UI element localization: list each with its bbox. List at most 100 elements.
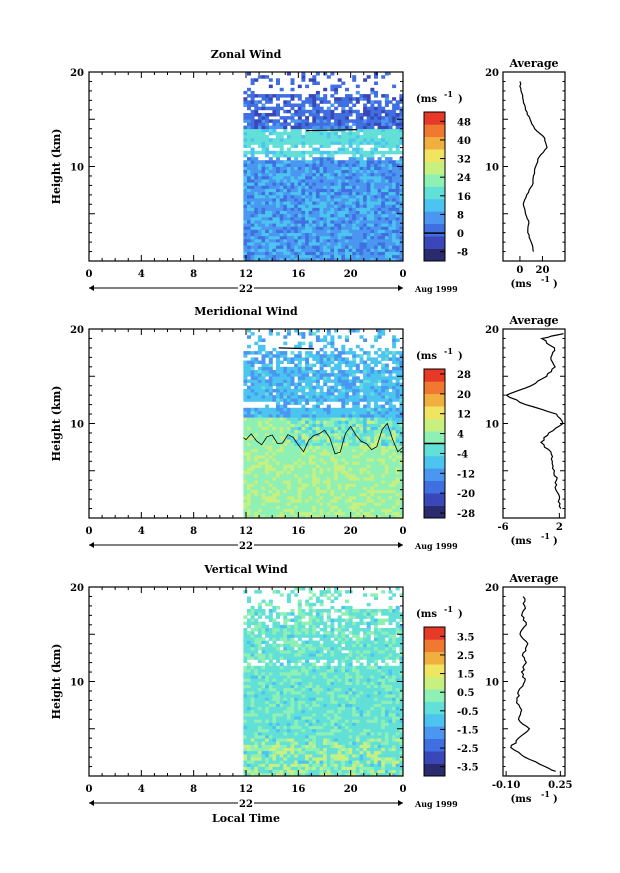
heatmap-cell xyxy=(352,153,357,158)
heatmap-cell xyxy=(377,216,382,221)
heatmap-cell xyxy=(254,442,259,446)
heatmap-cell xyxy=(399,410,404,415)
heatmap-cell xyxy=(283,216,288,221)
heatmap-cell xyxy=(399,157,404,161)
heatmap-cell xyxy=(359,169,364,174)
heatmap-cell xyxy=(370,505,375,509)
profile-x-tick-label: 2 xyxy=(556,522,563,533)
heatmap-cell xyxy=(374,138,378,142)
heatmap-cell xyxy=(243,410,248,415)
heatmap-cell xyxy=(243,398,248,402)
heatmap-cell xyxy=(290,423,295,427)
heatmap-cell xyxy=(363,445,368,450)
heatmap-cell xyxy=(330,477,335,481)
heatmap-cell xyxy=(294,232,299,237)
heatmap-cell xyxy=(308,439,313,443)
heatmap-cell xyxy=(334,166,339,170)
heatmap-cell xyxy=(301,75,306,79)
heatmap-cell xyxy=(272,153,277,158)
heatmap-cell xyxy=(286,332,291,336)
heatmap-cell xyxy=(388,182,393,186)
heatmap-cell xyxy=(334,464,339,468)
heatmap-cell xyxy=(315,772,320,777)
heatmap-cell xyxy=(323,257,328,262)
heatmap-cell xyxy=(290,455,295,459)
heatmap-cell xyxy=(395,150,400,155)
heatmap-cell xyxy=(247,87,251,92)
heatmap-cell xyxy=(392,354,397,358)
heatmap-cell xyxy=(312,97,317,101)
heatmap-cell xyxy=(305,248,310,252)
heatmap-cell xyxy=(247,220,251,224)
heatmap-cell xyxy=(283,160,288,164)
heatmap-cell xyxy=(388,763,393,767)
heatmap-cell xyxy=(334,163,339,167)
heatmap-cell xyxy=(381,160,386,164)
heatmap-cell xyxy=(345,238,349,243)
heatmap-cell xyxy=(399,492,404,497)
heatmap-cell xyxy=(384,458,389,462)
heatmap-cell xyxy=(315,232,320,237)
heatmap-cell xyxy=(355,385,360,390)
heatmap-cell xyxy=(254,420,259,424)
heatmap-cell xyxy=(268,251,273,256)
heatmap-cell xyxy=(297,223,302,227)
heatmap-cell xyxy=(330,232,335,237)
heatmap-cell xyxy=(294,766,299,770)
heatmap-cell xyxy=(283,341,288,346)
heatmap-cell xyxy=(359,204,364,208)
heatmap-cell xyxy=(381,166,386,170)
heatmap-cell xyxy=(272,223,277,227)
heatmap-cell xyxy=(370,201,375,205)
heatmap-cell xyxy=(279,254,284,259)
heatmap-cell xyxy=(388,470,393,475)
heatmap-cell xyxy=(345,763,349,767)
heatmap-cell xyxy=(315,404,320,409)
heatmap-cell xyxy=(257,128,262,133)
heatmap-cell xyxy=(290,483,295,487)
heatmap-cell xyxy=(247,251,251,256)
heatmap-cell xyxy=(330,455,335,459)
heatmap-cell xyxy=(330,341,335,346)
heatmap-cell xyxy=(283,245,288,249)
heatmap-cell xyxy=(366,198,371,202)
heatmap-cell xyxy=(261,769,266,774)
heatmap-cell xyxy=(388,404,393,409)
heatmap-cell xyxy=(392,766,397,770)
heatmap-cell xyxy=(297,429,302,434)
heatmap-cell xyxy=(326,109,331,114)
heatmap-cell xyxy=(352,486,357,490)
heatmap-cell xyxy=(395,420,400,424)
heatmap-cell xyxy=(297,172,302,177)
x-tick-label: 0 xyxy=(86,269,93,280)
heatmap-cell xyxy=(290,191,295,196)
heatmap-cell xyxy=(308,242,313,246)
colorbar-swatch xyxy=(424,406,445,419)
heatmap-cell xyxy=(312,470,317,475)
heatmap-cell xyxy=(355,455,360,459)
heatmap-cell xyxy=(359,141,364,145)
heatmap-cell xyxy=(272,141,277,145)
heatmap-cell xyxy=(348,169,353,174)
heatmap-cell xyxy=(247,492,251,497)
heatmap-cell xyxy=(381,220,386,224)
heatmap-cell xyxy=(341,125,346,130)
heatmap-cell xyxy=(363,172,368,177)
heatmap-cell xyxy=(279,486,284,490)
heatmap-cell xyxy=(381,508,386,513)
heatmap-cell xyxy=(265,395,270,399)
heatmap-cell xyxy=(250,226,255,230)
heatmap-cell xyxy=(283,172,288,177)
heatmap-cell xyxy=(348,373,353,377)
heatmap-cell xyxy=(330,194,335,199)
heatmap-cell xyxy=(334,106,339,111)
heatmap-cell xyxy=(257,420,262,424)
heatmap-cell xyxy=(355,495,360,500)
heatmap-cell xyxy=(399,232,404,237)
heatmap-cell xyxy=(370,439,375,443)
heatmap-cell xyxy=(323,382,328,387)
heatmap-cell xyxy=(297,511,302,516)
heatmap-cell xyxy=(265,404,270,409)
heatmap-cell xyxy=(290,366,295,371)
heatmap-cell xyxy=(257,166,262,170)
